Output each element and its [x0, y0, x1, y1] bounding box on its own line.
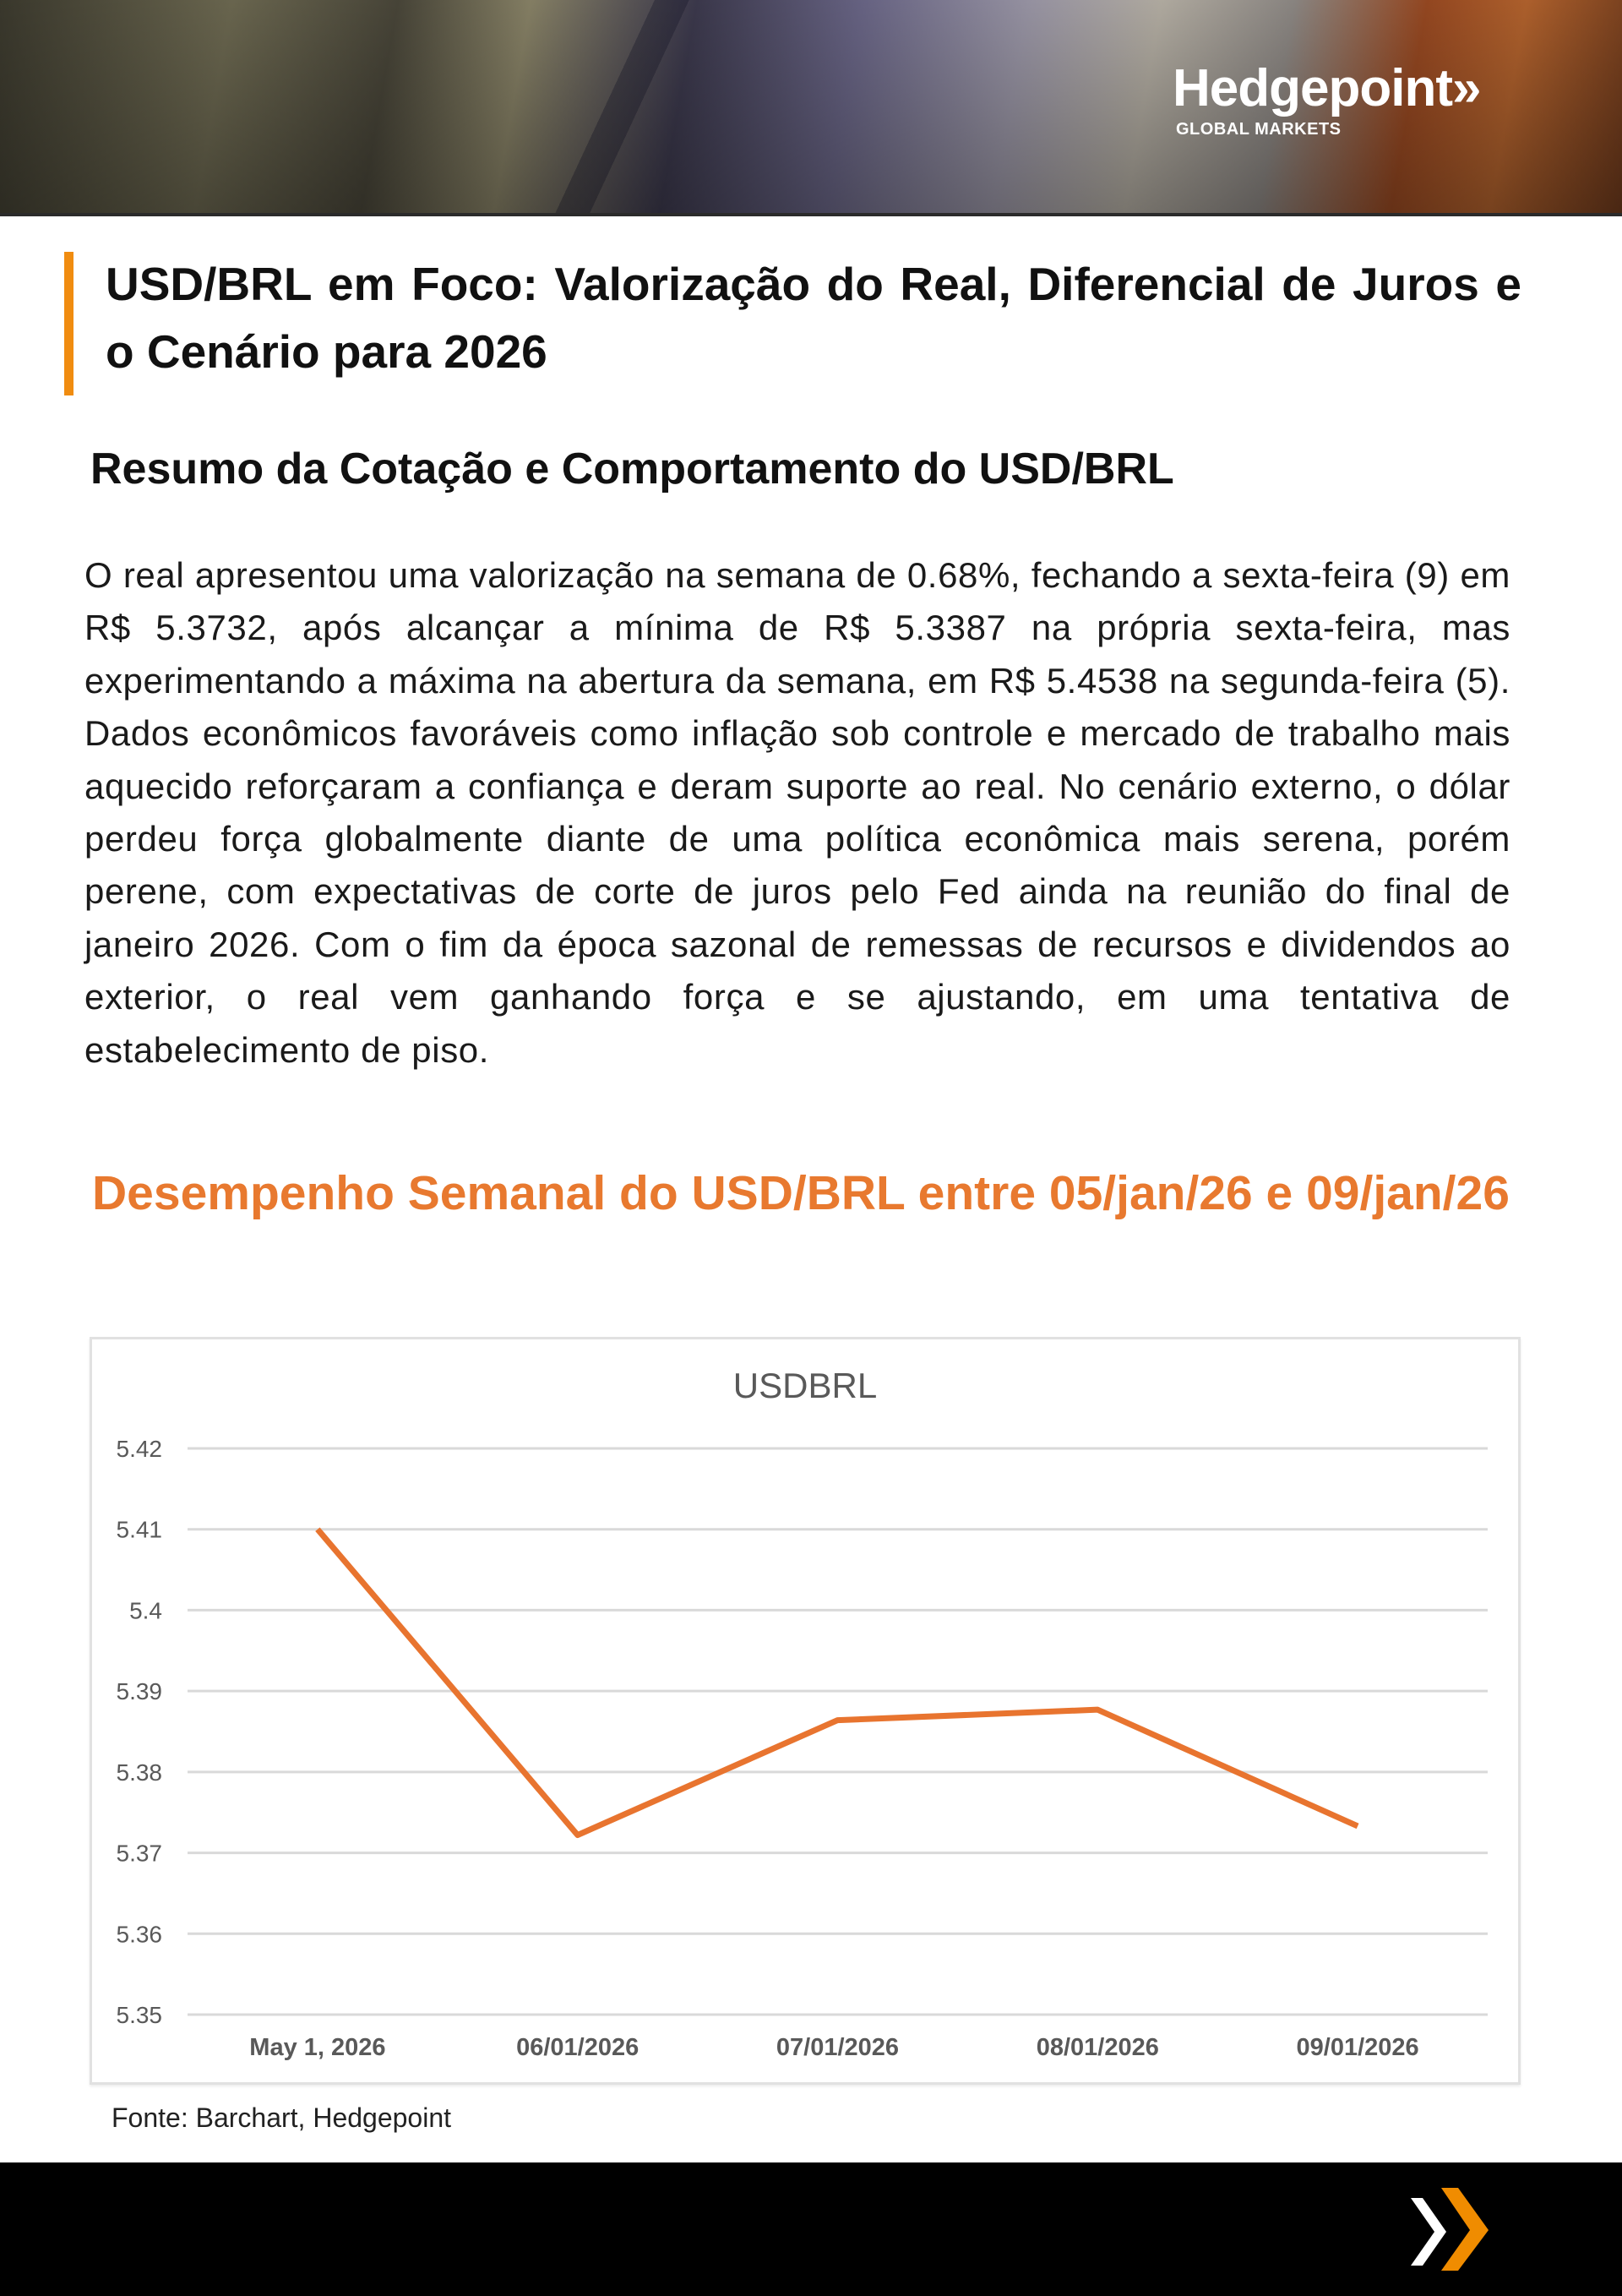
summary-paragraph: O real apresentou uma valorização na sem…: [84, 555, 1510, 1070]
y-tick-label: 5.38: [117, 1759, 163, 1786]
y-tick-label: 5.39: [117, 1678, 163, 1704]
logo-subtitle: GLOBAL MARKETS: [1176, 120, 1342, 139]
y-tick-label: 5.42: [117, 1436, 163, 1462]
x-tick-label: 09/01/2026: [1297, 2034, 1419, 2061]
source-note: Fonte: Barchart, Hedgepoint: [112, 2102, 452, 2133]
y-tick-label: 5.4: [129, 1597, 162, 1623]
header-divider: [0, 213, 1622, 216]
usdbrl-chart: USDBRL 5.35 5.36 5.37 5.38 5.39 5.4 5.41 5.42 May…: [90, 1337, 1521, 2085]
x-tick-label: 06/01/2026: [516, 2034, 639, 2061]
x-tick-label: 08/01/2026: [1037, 2034, 1159, 2061]
y-tick-label: 5.35: [117, 2002, 163, 2028]
chart-title: USDBRL: [733, 1366, 877, 1405]
header-banner-image: Hedgepoint» GLOBAL MARKETS: [0, 0, 1622, 216]
title-accent-bar: [64, 252, 73, 395]
y-tick-label: 5.37: [117, 1841, 163, 1867]
x-tick-label: 07/01/2026: [776, 2034, 899, 2061]
footer-bar: [0, 2162, 1622, 2296]
logo-name: Hedgepoint»: [1173, 59, 1481, 117]
usdbrl-series-line: [315, 1527, 1359, 1839]
section-title: Resumo da Cotação e Comportamento do USD…: [90, 444, 1174, 494]
y-tick-label: 5.36: [117, 1921, 163, 1947]
chart-svg: USDBRL 5.35 5.36 5.37 5.38 5.39 5.4 5.41 5.42 May…: [117, 1366, 1488, 2061]
chevron-logo-icon: [1411, 2188, 1489, 2271]
page-title: USD/BRL em Foco: Valorização do Real, Di…: [106, 258, 1521, 378]
chart-heading: Desempenho Semanal do USD/BRL entre 05/j…: [92, 1166, 1510, 1220]
x-tick-label: May 1, 2026: [249, 2034, 385, 2061]
y-tick-label: 5.41: [117, 1517, 163, 1543]
hedgepoint-logo: Hedgepoint» GLOBAL MARKETS: [1173, 59, 1481, 139]
